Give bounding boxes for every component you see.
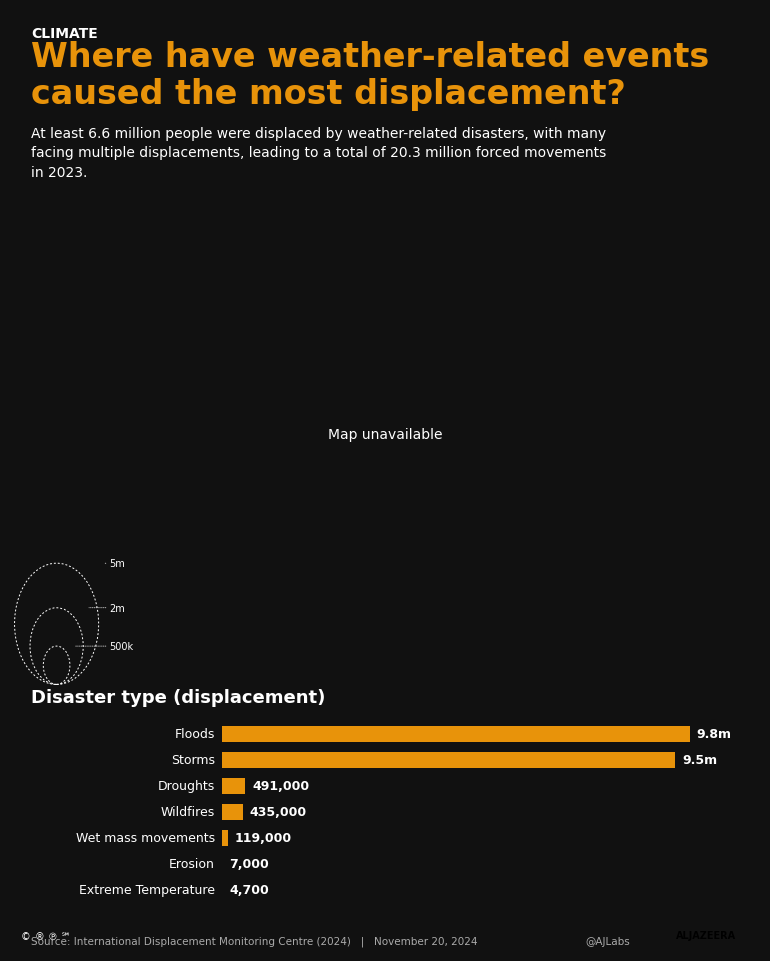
Text: Source: International Displacement Monitoring Centre (2024)   |   November 20, 2: Source: International Displacement Monit… (31, 935, 477, 946)
Text: 9.5m: 9.5m (682, 753, 718, 767)
Text: ℠: ℠ (62, 931, 71, 941)
Text: 435,000: 435,000 (250, 805, 307, 819)
Text: 500k: 500k (109, 641, 134, 652)
Text: At least 6.6 million people were displaced by weather-related disasters, with ma: At least 6.6 million people were displac… (31, 127, 606, 180)
Text: Droughts: Droughts (158, 779, 215, 793)
Text: ℗: ℗ (48, 931, 58, 941)
Text: 5m: 5m (109, 558, 126, 569)
Text: 4,700: 4,700 (229, 883, 270, 897)
Text: 119,000: 119,000 (235, 831, 292, 845)
Text: 7,000: 7,000 (229, 857, 270, 871)
Text: ©: © (21, 931, 31, 941)
Text: ®: ® (34, 931, 44, 941)
Text: 2m: 2m (109, 604, 126, 613)
Text: @AJLabs: @AJLabs (585, 936, 630, 946)
Bar (222, 752, 675, 769)
Text: Wet mass movements: Wet mass movements (76, 831, 215, 845)
Bar (222, 777, 246, 795)
Text: Where have weather-related events
caused the most displacement?: Where have weather-related events caused… (31, 41, 709, 111)
Text: Erosion: Erosion (169, 857, 215, 871)
Text: Wildfires: Wildfires (161, 805, 215, 819)
Text: Map unavailable: Map unavailable (328, 428, 442, 442)
Bar (222, 726, 690, 743)
Text: CLIMATE: CLIMATE (31, 27, 98, 41)
Bar (222, 829, 228, 847)
Text: ALJAZEERA: ALJAZEERA (676, 930, 737, 940)
Text: Floods: Floods (175, 727, 215, 741)
Text: Disaster type (displacement): Disaster type (displacement) (31, 688, 325, 706)
Text: Extreme Temperature: Extreme Temperature (79, 883, 215, 897)
Text: 9.8m: 9.8m (697, 727, 732, 741)
Text: 491,000: 491,000 (253, 779, 310, 793)
Bar (222, 803, 243, 821)
Text: Storms: Storms (171, 753, 215, 767)
